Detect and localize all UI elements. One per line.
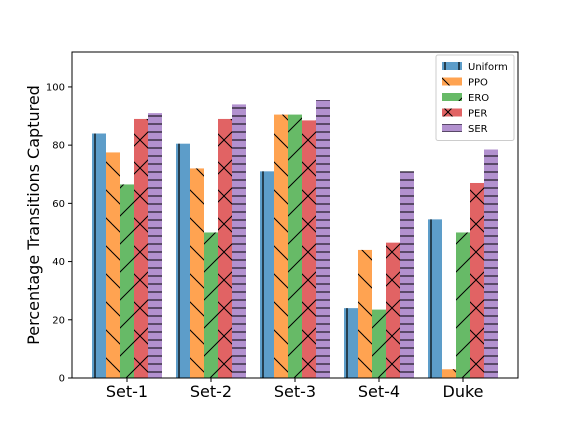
bar-ero-set-1 bbox=[120, 184, 134, 378]
bar-per-set-1 bbox=[134, 118, 148, 379]
bar-per-duke bbox=[470, 182, 484, 378]
bar-uniform-set-2 bbox=[176, 143, 190, 378]
bar-ero-set-3 bbox=[288, 114, 302, 379]
bar-ero-set-2 bbox=[204, 232, 218, 378]
x-tick-label: Set-1 bbox=[106, 382, 148, 401]
legend-label: SER bbox=[468, 124, 488, 135]
y-tick-label: 80 bbox=[52, 141, 65, 152]
x-axis: Set-1 Set-2 Set-3 Set-4 Duke bbox=[106, 378, 484, 401]
bar-uniform-set-4 bbox=[344, 308, 358, 378]
bar-uniform-set-3 bbox=[260, 171, 274, 378]
legend-item-per: PER bbox=[442, 108, 487, 120]
bar-ser-set-3 bbox=[316, 100, 330, 378]
bar-ser-duke bbox=[484, 149, 498, 378]
legend-label: PER bbox=[468, 109, 487, 120]
bar-ppo-set-3 bbox=[274, 114, 288, 379]
bar-ero-duke bbox=[456, 232, 470, 378]
legend-label: Uniform bbox=[468, 62, 508, 73]
bar-ser-set-4 bbox=[400, 171, 414, 378]
bar-ser-set-1 bbox=[148, 113, 162, 378]
legend-label: ERO bbox=[468, 93, 489, 104]
y-tick-label: 60 bbox=[52, 199, 65, 210]
legend: Uniform PPO ERO PER SER bbox=[435, 54, 515, 141]
bar-ppo-duke bbox=[442, 369, 456, 378]
legend-item-ero: ERO bbox=[442, 93, 489, 104]
legend-item-uniform: Uniform bbox=[442, 62, 508, 73]
bar-ppo-set-2 bbox=[190, 168, 204, 378]
bar-ero-set-4 bbox=[372, 309, 386, 378]
x-tick-label: Set-2 bbox=[190, 382, 232, 401]
bar-uniform-duke bbox=[428, 219, 442, 378]
y-axis-title: Percentage Transitions Captured bbox=[24, 85, 43, 345]
bar-per-set-2 bbox=[218, 118, 232, 379]
bar-ppo-set-1 bbox=[106, 152, 120, 378]
bar-per-set-3 bbox=[302, 120, 316, 378]
y-tick-label: 100 bbox=[46, 82, 65, 93]
y-tick-label: 0 bbox=[59, 374, 65, 385]
bars-layer bbox=[92, 100, 498, 379]
legend-item-ser: SER bbox=[442, 124, 488, 135]
y-tick-label: 40 bbox=[52, 257, 65, 268]
bar-ser-set-2 bbox=[232, 104, 246, 379]
legend-frame bbox=[435, 54, 515, 141]
bar-uniform-set-1 bbox=[92, 133, 106, 378]
x-tick-label: Set-4 bbox=[358, 382, 400, 401]
y-tick-label: 20 bbox=[52, 315, 65, 326]
x-tick-label: Set-3 bbox=[274, 382, 316, 401]
bar-per-set-4 bbox=[386, 242, 400, 378]
bar-ppo-set-4 bbox=[358, 249, 372, 378]
y-axis: 0 20 40 60 80 100 bbox=[46, 82, 72, 385]
legend-label: PPO bbox=[468, 78, 488, 89]
legend-item-ppo: PPO bbox=[442, 77, 488, 89]
x-tick-label: Duke bbox=[443, 382, 484, 401]
